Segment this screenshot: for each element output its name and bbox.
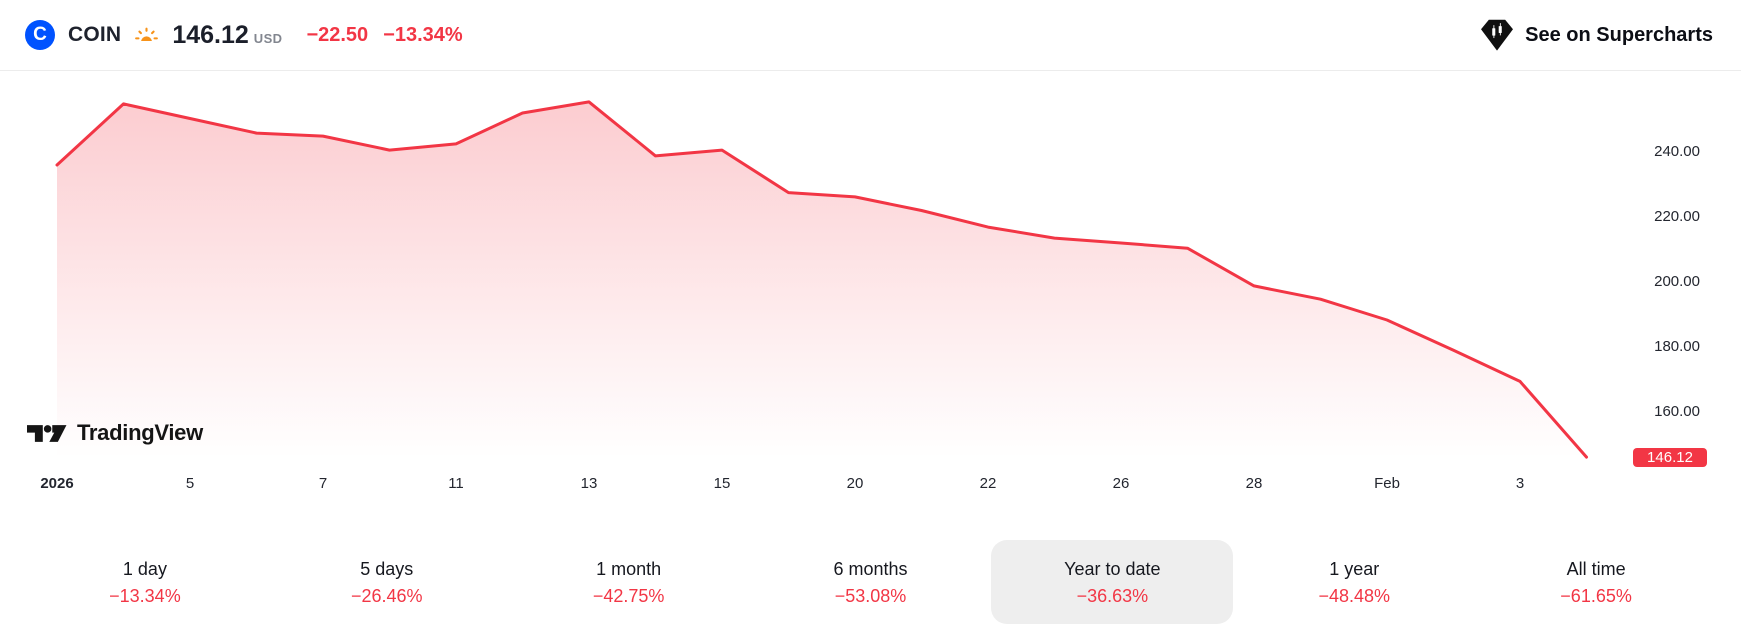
price-line (55, 100, 1588, 459)
period-tab-change: −42.75% (592, 585, 665, 606)
symbol-name: COIN (68, 23, 122, 46)
period-tab-6-months[interactable]: 6 months −53.08% (750, 540, 992, 624)
time-axis-label: 3 (1515, 475, 1525, 492)
price-axis-label: 160.00 (1654, 403, 1700, 420)
period-tab-change: −26.46% (351, 585, 423, 606)
period-tab-change: −36.63% (1076, 585, 1149, 606)
period-tab-change: −61.65% (1560, 585, 1632, 606)
time-axis-label: 2026 (40, 475, 74, 492)
tradingview-watermark[interactable]: TradingView (27, 420, 203, 446)
see-on-supercharts-link[interactable]: See on Supercharts (1480, 18, 1713, 52)
period-tab-all-time[interactable]: All time −61.65% (1475, 540, 1717, 624)
period-tab-label: All time (1566, 558, 1626, 579)
period-tab-1-month[interactable]: 1 month −42.75% (508, 540, 750, 624)
period-tab-5-days[interactable]: 5 days −26.46% (266, 540, 508, 624)
period-tab-label: 1 year (1329, 558, 1380, 579)
area-fill (57, 101, 1587, 463)
tradingview-watermark-text: TradingView (77, 420, 203, 445)
time-axis-label: 28 (1245, 475, 1263, 492)
currency-label: USD (253, 30, 283, 46)
coinbase-logo-letter: C (33, 23, 47, 45)
tradingview-logo-icon (27, 424, 67, 442)
period-tab-change: −48.48% (1318, 585, 1390, 606)
supercharts-label: See on Supercharts (1525, 23, 1713, 46)
change-absolute: −22.50 (306, 23, 369, 46)
time-axis-label: 7 (318, 475, 328, 492)
price-axis-label: 220.00 (1654, 208, 1700, 225)
price-group: 146.12 USD (172, 21, 282, 50)
time-axis-label: 26 (1112, 475, 1130, 492)
time-axis: 2026 5 7 11 13 15 20 22 26 28 Feb 3 (0, 474, 1741, 494)
price-axis-label: 200.00 (1654, 273, 1700, 290)
price-change: −22.50 −13.34% (306, 24, 462, 47)
price-axis-label: 240.00 (1654, 143, 1700, 160)
time-axis-label: 11 (448, 475, 464, 492)
time-axis-label: 15 (713, 475, 731, 492)
period-tab-label: 1 month (596, 558, 662, 579)
price-axis-label: 180.00 (1654, 338, 1700, 355)
period-tabs: 1 day −13.34% 5 days −26.46% 1 month −42.75% 6… (24, 540, 1717, 624)
coinbase-logo: C (25, 20, 55, 50)
time-axis-label: 5 (185, 475, 195, 492)
period-tab-label: Year to date (1064, 558, 1161, 579)
period-tab-1-day[interactable]: 1 day −13.34% (24, 540, 266, 624)
time-axis-label: 13 (580, 475, 598, 492)
period-tab-1-year[interactable]: 1 year −48.48% (1233, 540, 1475, 624)
last-price-badge: 146.12 (1633, 448, 1707, 468)
period-tab-change: −53.08% (834, 585, 907, 606)
tradingview-gem-icon (1481, 19, 1514, 51)
time-axis-label: 20 (846, 475, 864, 492)
time-axis-label: Feb (1374, 475, 1400, 492)
header: C COIN 146.12 USD −22.50 −13.34% (0, 0, 1741, 71)
time-axis-label: 22 (979, 475, 997, 492)
change-percent: −13.34% (383, 23, 463, 46)
period-tab-change: −13.34% (109, 585, 181, 606)
extended-hours-sun-icon (135, 27, 159, 44)
period-tab-label: 6 months (833, 558, 908, 579)
period-tab-label: 5 days (360, 558, 414, 579)
period-tab-year-to-date[interactable]: Year to date −36.63% (991, 540, 1234, 624)
current-price: 146.12 (172, 20, 249, 49)
period-tab-label: 1 day (122, 558, 167, 579)
